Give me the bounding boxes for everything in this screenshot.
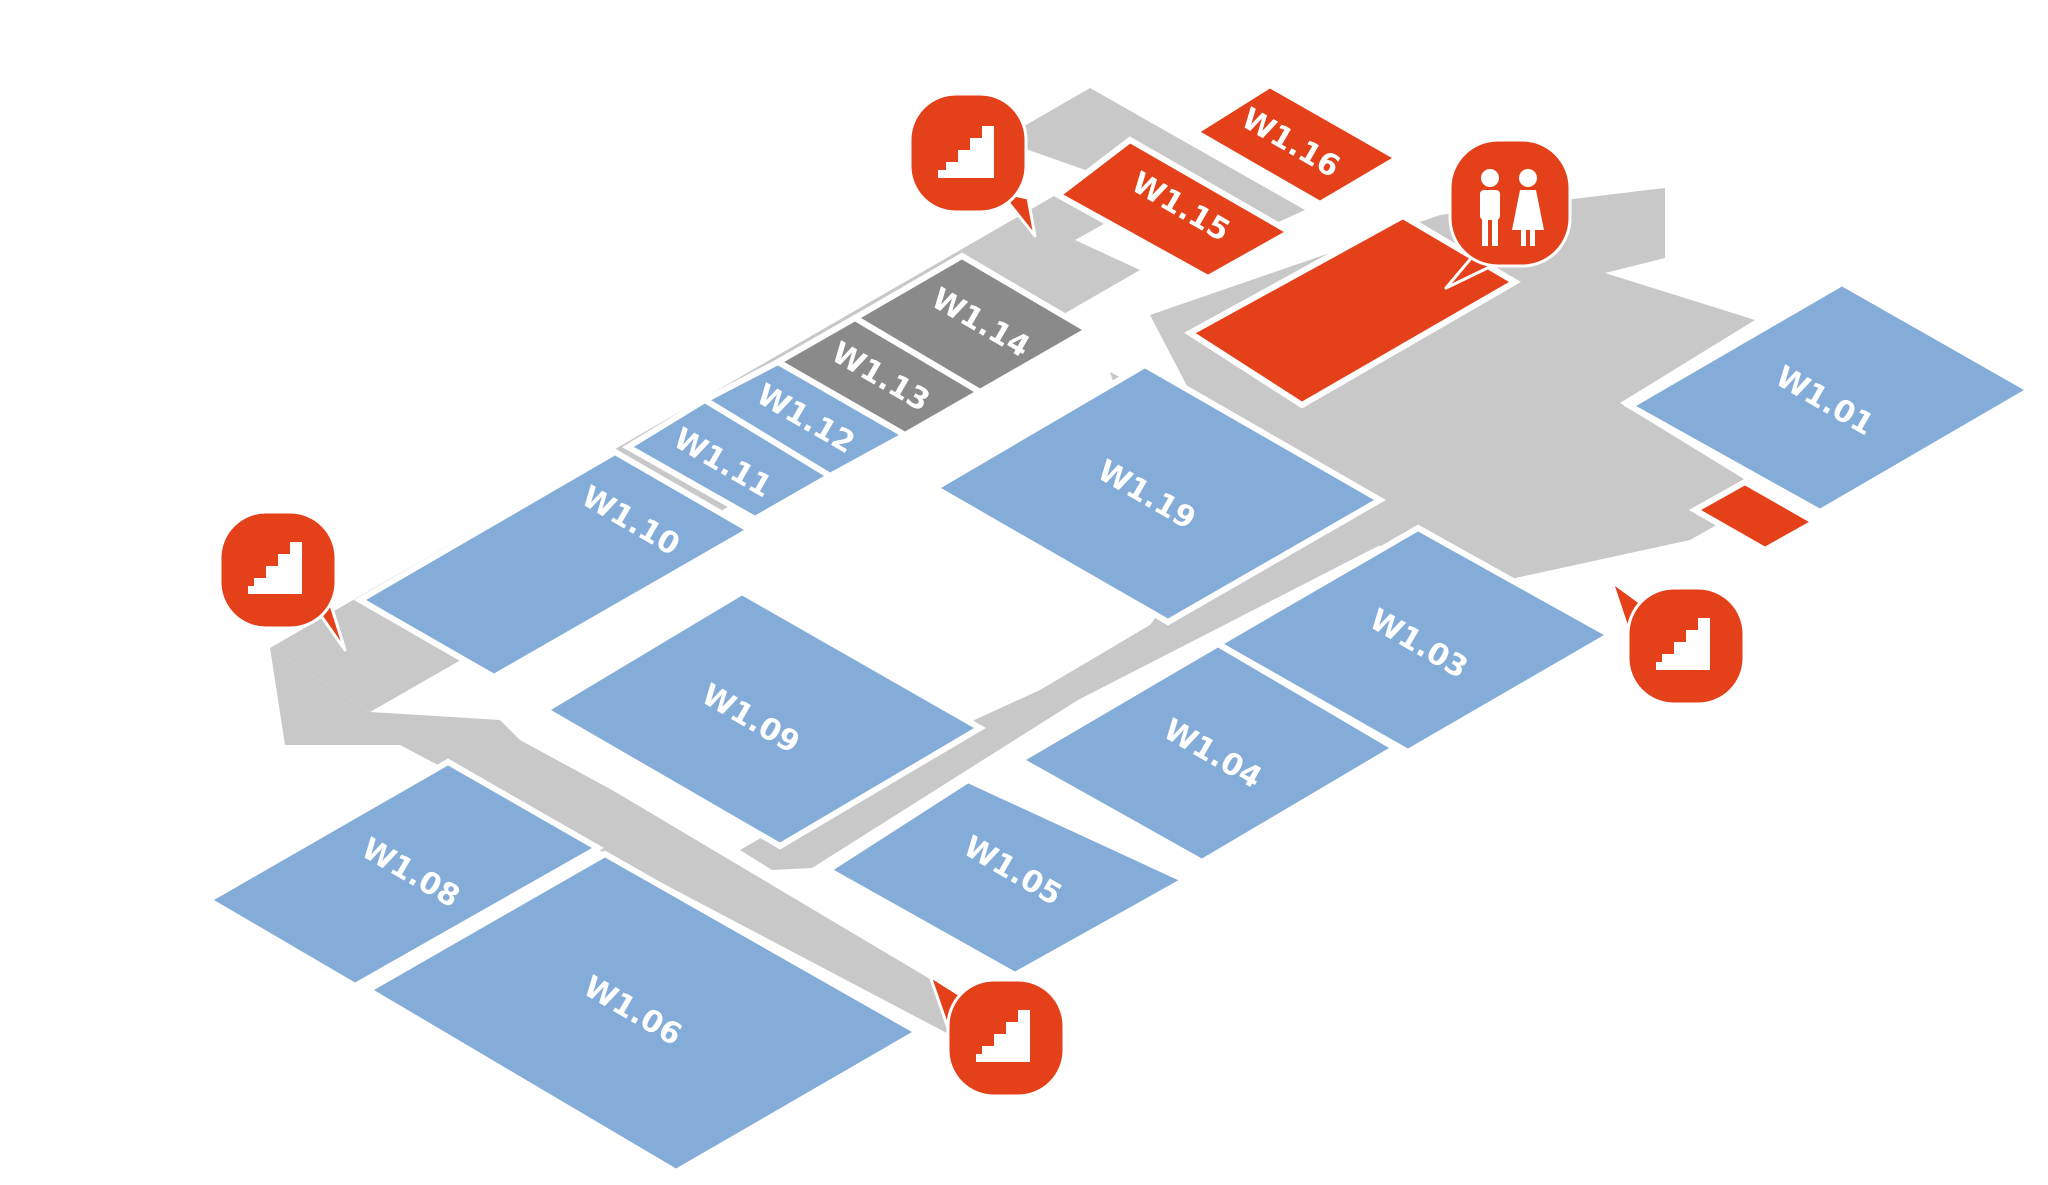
room-w1-06[interactable]: W1.06 (362, 850, 925, 1176)
stairs-marker-east[interactable] (1610, 580, 1746, 706)
room-w1-15[interactable]: W1.15 (1052, 136, 1297, 282)
room-w1-08[interactable]: W1.08 (202, 758, 605, 990)
stairs-icon (976, 1010, 1030, 1062)
room-w1-10[interactable]: W1.10 (354, 448, 757, 681)
corridor-south (270, 648, 960, 1040)
bubble-body (1448, 138, 1572, 268)
restroom-marker[interactable] (1444, 138, 1572, 290)
markers (218, 92, 1746, 1098)
room-w1-03[interactable]: W1.03 (1211, 524, 1617, 756)
restroom-icon (1480, 169, 1544, 246)
room-w1-09-shape (539, 588, 986, 850)
room-w1-04-shape (1013, 640, 1401, 866)
stairs-marker-northwest[interactable] (908, 92, 1037, 238)
room-w1-16-shape (1189, 81, 1404, 208)
room-small-facility[interactable] (1688, 478, 1822, 554)
room-w1-06-shape (362, 850, 925, 1176)
room-w1-19[interactable]: W1.19 (929, 361, 1387, 626)
room-w1-05-shape (822, 776, 1192, 979)
room-w1-10-shape (354, 448, 757, 681)
room-small-facility-shape (1688, 478, 1822, 554)
stairs-icon (1656, 618, 1710, 670)
stairs-marker-south[interactable] (928, 974, 1066, 1098)
room-w1-11-shape (622, 396, 836, 523)
room-w1-14[interactable]: W1.14 (849, 252, 1094, 396)
room-w1-04[interactable]: W1.04 (1013, 640, 1401, 866)
room-restroom-shape (1184, 212, 1521, 409)
room-w1-08-shape (202, 758, 605, 990)
room-w1-09[interactable]: W1.09 (539, 588, 986, 850)
room-w1-05[interactable]: W1.05 (822, 776, 1192, 979)
room-w1-01[interactable]: W1.01 (1623, 279, 2037, 516)
room-w1-19-shape (929, 361, 1387, 626)
room-w1-01-shape (1623, 279, 2037, 516)
stairs-marker-west[interactable] (218, 510, 347, 652)
rooms: W1.16 W1.15 W1.14 W1.13 W1.12 W1.11 (202, 81, 2037, 1176)
stairs-icon (248, 542, 302, 594)
stairs-icon (938, 126, 994, 178)
room-w1-15-shape (1052, 136, 1297, 282)
room-w1-16[interactable]: W1.16 (1189, 81, 1404, 208)
room-restroom[interactable] (1184, 212, 1521, 409)
